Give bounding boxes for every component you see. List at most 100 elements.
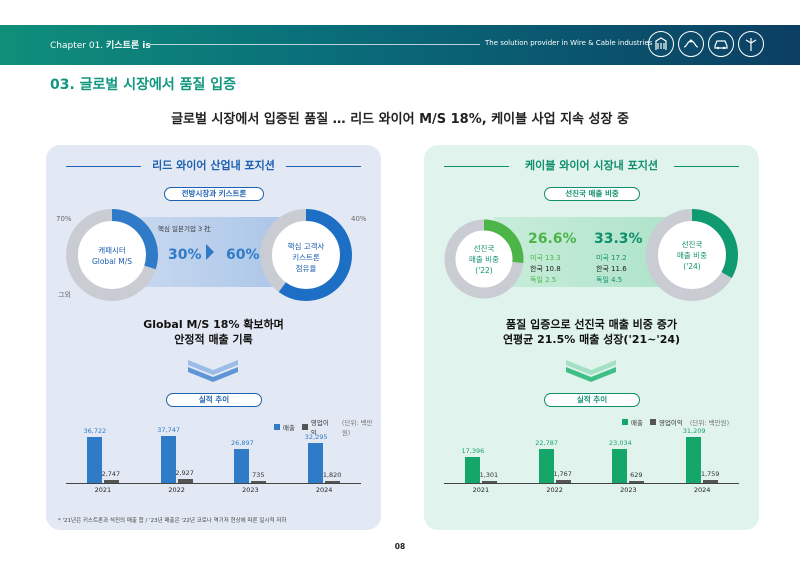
year-label-2024: 2024	[315, 486, 333, 494]
stat-24-us: 미국 17.2	[596, 254, 627, 262]
op-bar-2021	[103, 479, 119, 483]
unit-label: (단위: 백만원)	[341, 419, 373, 437]
perf-pill: 실적 추이	[166, 393, 262, 407]
year-label-2022: 2022	[168, 486, 185, 494]
customer-share-ring	[260, 209, 352, 301]
chart-x-axis	[444, 483, 739, 484]
ring-right-label: 선진국 매출 비중 ('24)	[652, 239, 732, 272]
sales-bar-2024	[686, 437, 702, 483]
cable-icon	[678, 31, 704, 57]
pct-40-label: 40%	[351, 215, 367, 223]
stat-24-de: 독일 4.5	[596, 276, 623, 284]
legend-op: 영업이익	[310, 419, 329, 437]
pct-60: 60%	[226, 247, 260, 263]
page-number: 08	[394, 542, 406, 551]
share-24-ring	[646, 209, 738, 301]
legend-op: 영업이익	[658, 419, 683, 427]
cable-headline-1: 품질 입증으로 선진국 매출 비중 증가	[506, 318, 677, 331]
legend: 매출 영업이익 (단위: 백만원)	[274, 417, 381, 437]
building-icon	[648, 31, 674, 57]
op-value-2023: 735	[252, 471, 265, 479]
ring-left-label-2: Global M/S	[91, 257, 133, 266]
op-bar-2021	[481, 481, 497, 483]
legend-sales-swatch	[274, 424, 280, 430]
chapter-prefix: Chapter 01.	[50, 41, 104, 51]
year-label-2021: 2021	[94, 486, 112, 494]
year-label-2021: 2021	[472, 486, 490, 494]
op-value-2021: 1,301	[479, 471, 499, 479]
wind-turbine-icon	[738, 31, 764, 57]
pct-30: 30%	[168, 247, 202, 263]
cable-wire-panel: 케이블 와이어 시장내 포지션 선진국 매출 비중 26.6% 33.3% 미국…	[424, 145, 759, 530]
op-value-2024: 1,820	[322, 470, 342, 479]
sales-value-2022: 22,787	[535, 439, 558, 448]
legend-op-swatch	[649, 419, 656, 425]
car-icon	[708, 31, 734, 57]
ring-left-label-1: 선진국	[473, 244, 495, 253]
unit-label: (단위: 백만원)	[689, 419, 730, 427]
lead-headline: Global M/S 18% 확보하며 안정적 매출 기록	[46, 317, 381, 347]
chart-x-axis	[66, 483, 361, 484]
legend-op-swatch	[301, 424, 308, 430]
ring-left-label-2: 매출 비중	[469, 255, 499, 264]
sales-bar-2021	[464, 457, 480, 483]
sales-bar-2021	[86, 437, 102, 483]
op-bar-2023	[251, 481, 267, 483]
top-bar: Chapter 01. 키스트론 is The solution provide…	[0, 25, 800, 65]
year-label-2022: 2022	[546, 486, 563, 494]
header-divider	[150, 44, 480, 45]
panel-title: 리드 와이어 산업내 포지션	[152, 159, 275, 172]
ring-left-label: 캐패시터 Global M/S	[72, 245, 152, 267]
op-bar-2024	[325, 480, 341, 483]
stats-22: 미국 13.3 한국 10.8 독일 2.5	[530, 253, 561, 286]
section-title: 03. 글로벌 시장에서 품질 입증	[50, 77, 236, 93]
cable-headline: 품질 입증으로 선진국 매출 비중 증가 연평균 21.5% 매출 성장('21…	[424, 317, 759, 347]
tagline: The solution provider in Wire & Cable in…	[485, 39, 653, 47]
chevron-down-icon	[566, 360, 616, 382]
legend-sales: 매출	[282, 424, 295, 432]
legend-sales: 매출	[631, 419, 643, 427]
op-bar-2023	[629, 481, 645, 483]
year-label-2023: 2023	[242, 486, 259, 494]
op-bar-2022	[555, 480, 571, 483]
op-bar-2022	[177, 479, 193, 483]
stat-22-de: 독일 2.5	[530, 276, 557, 284]
stats-24: 미국 17.2 한국 11.6 독일 4.5	[596, 253, 627, 286]
sales-value-2024: 31,209	[682, 427, 706, 436]
sales-value-2021: 36,722	[83, 427, 107, 436]
perf-pill: 실적 추이	[544, 393, 640, 407]
title-rule-right	[286, 166, 361, 167]
op-value-2023: 629	[630, 471, 643, 479]
pct-70-label: 70%	[56, 215, 72, 223]
ring-right-label-2: 키스트론	[292, 253, 320, 262]
ring-left-label: 선진국 매출 비중 ('22)	[444, 243, 524, 276]
stat-24-kr: 한국 11.6	[596, 265, 627, 273]
op-value-2022: 2,927	[175, 469, 194, 478]
title-rule-right	[674, 166, 739, 167]
title-rule-left	[444, 166, 509, 167]
op-value-2022: 1,767	[553, 470, 572, 479]
cable-headline-2: 연평균 21.5% 매출 성장('21~'24)	[502, 333, 681, 346]
year-label-2023: 2023	[620, 486, 637, 494]
lead-wire-panel: 리드 와이어 산업내 포지션 전방시장과 키스트론 70% 그외 40% 핵심 …	[46, 145, 381, 530]
sales-value-2023: 26,897	[231, 439, 254, 448]
ring-right-label: 핵심 고객사 키스트론 점유율	[266, 241, 346, 274]
share-22-ring	[444, 219, 524, 299]
page-subtitle: 글로벌 시장에서 입증된 품질 … 리드 와이어 M/S 18%, 케이블 사업…	[171, 112, 629, 127]
sales-value-2024: 32,295	[304, 432, 328, 441]
middle-label: 핵심 일본기업 3 社	[158, 225, 211, 233]
lead-headline-2: 안정적 매출 기록	[174, 333, 253, 346]
sales-bar-2023	[612, 449, 628, 483]
ring-right-label-1: 핵심 고객사	[287, 242, 325, 251]
year-label-2024: 2024	[693, 486, 711, 494]
advanced-share-pill: 선진국 매출 비중	[544, 187, 640, 201]
op-bar-2024	[703, 480, 719, 483]
footnote: * '21년은 키스트론과 석진의 매출 합 / '23년 매출은 '22년 코…	[58, 518, 287, 524]
sales-value-2021: 17,396	[461, 447, 485, 456]
stat-22-us: 미국 13.3	[530, 254, 561, 262]
legend-sales-swatch	[622, 419, 628, 425]
pct-24: 33.3%	[594, 231, 643, 247]
ring-right-label-1: 선진국	[681, 240, 703, 249]
ring-left-label-1: 캐패시터	[98, 246, 126, 255]
ring-right-label-3: ('24)	[683, 262, 701, 271]
